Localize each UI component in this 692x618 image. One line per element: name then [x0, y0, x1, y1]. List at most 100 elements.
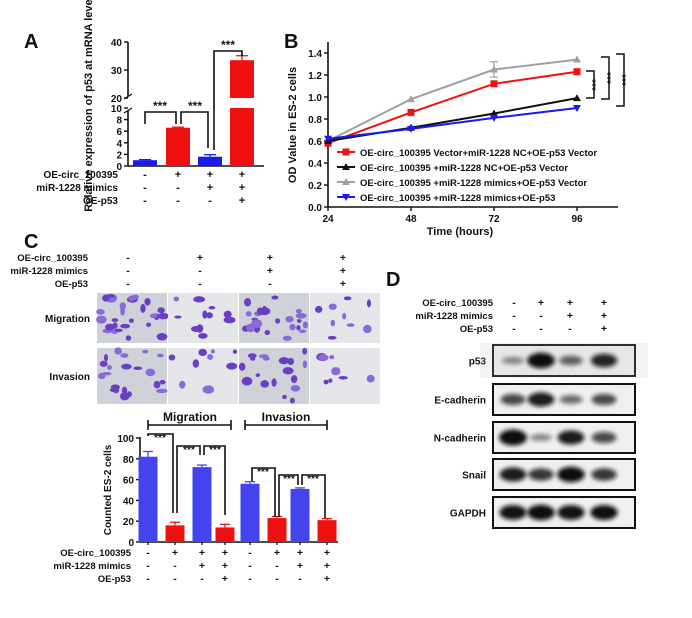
stained-cell [179, 380, 186, 389]
protein-band [559, 395, 583, 404]
panel-c-bottom-condition-sign: + [297, 560, 303, 572]
panel-c-bottom-condition-sign: + [324, 547, 330, 559]
micrograph-row-label: Invasion [49, 372, 90, 383]
y-tick-label: 1.4 [308, 49, 322, 60]
stained-cell [98, 372, 106, 379]
x-tick-label: 96 [571, 214, 583, 225]
stained-cell [144, 298, 151, 306]
significance-stars: *** [154, 433, 166, 444]
data-point [407, 108, 415, 116]
panel-c-bottom-condition-sign: + [274, 547, 280, 559]
stained-cell [114, 347, 122, 355]
stained-cell [208, 306, 216, 310]
bar [138, 456, 158, 542]
stained-cell [289, 397, 295, 404]
y-tick-label: 1.0 [308, 93, 322, 104]
y-tick-label: 0.8 [308, 115, 322, 126]
panel-d-condition-sign: - [512, 310, 516, 322]
significance-bracket [301, 474, 326, 518]
panel-c-top-condition-sign: + [340, 278, 346, 290]
stained-cell [317, 354, 329, 362]
panel-c-bottom-condition-sign: - [200, 573, 204, 585]
protein-band [591, 431, 617, 444]
blot-strip [492, 496, 636, 529]
stained-cell [146, 322, 152, 327]
y-tick-label: 0.4 [308, 159, 322, 170]
stained-cell [271, 295, 279, 300]
protein-band [527, 352, 555, 369]
panel-d-condition-sign: - [539, 323, 543, 335]
stained-cell [289, 323, 296, 331]
blot-label: E-cadherin [434, 396, 486, 407]
panel-c-top-condition-sign: + [267, 252, 273, 264]
panel-c-bottom-condition-sign: + [199, 547, 205, 559]
stained-cell [119, 392, 130, 401]
panel-a-condition-sign: + [239, 182, 245, 194]
stained-cell [366, 374, 375, 383]
panel-c-bottom-condition-sign: + [199, 560, 205, 572]
stained-cell [105, 323, 115, 331]
stained-cell [323, 379, 329, 385]
y-tick-label: 8 [116, 116, 122, 127]
data-point [573, 55, 581, 63]
significance-bracket [180, 111, 209, 148]
bar [240, 483, 260, 542]
protein-band [590, 504, 618, 521]
stained-cell [330, 319, 336, 327]
stained-cell [275, 318, 281, 324]
panel-d-condition-sign: + [567, 297, 573, 309]
y-tick-label: 0.0 [308, 203, 322, 214]
y-tick-label: 60 [123, 476, 135, 487]
stained-cell [366, 299, 371, 308]
protein-band [590, 353, 618, 368]
stained-cell [264, 329, 271, 336]
panel-c-bottom-condition-sign: - [173, 573, 177, 585]
stained-cell [205, 312, 213, 319]
group-label: Invasion [262, 410, 311, 424]
micrograph-background [97, 348, 167, 404]
stained-cell [244, 297, 252, 307]
stained-cell [327, 335, 337, 340]
y-tick-label: 0.6 [308, 137, 322, 148]
panel-c-top-condition-sign: + [267, 265, 273, 277]
panel-c-top-condition-sign: - [126, 278, 130, 290]
series-line [327, 58, 578, 142]
stained-cell [145, 368, 156, 377]
stained-cell [331, 367, 341, 376]
micrograph-image [239, 293, 309, 343]
blot-strip [492, 344, 636, 377]
stained-cell [255, 373, 261, 378]
y-tick-label: 6 [116, 127, 122, 138]
panel-c-top-condition-sign: + [197, 252, 203, 264]
stained-cell [296, 325, 301, 331]
panel-d-condition-sign: - [539, 310, 543, 322]
bar [317, 520, 337, 542]
y-tick-label: 2 [116, 150, 122, 161]
stained-cell [157, 307, 165, 314]
y-tick-label: 40 [123, 496, 135, 507]
panel-c-top-condition-sign: - [126, 252, 130, 264]
micrograph-image [168, 348, 238, 404]
stained-cell [342, 312, 347, 320]
panel-c-top-condition-label: OE-circ_100395 [17, 253, 88, 264]
panel-a-condition-sign: - [143, 182, 147, 194]
micrograph-image [97, 347, 168, 404]
stained-cell [174, 315, 182, 319]
stained-cell [223, 310, 232, 318]
stained-cell [103, 353, 109, 362]
protein-band [557, 430, 585, 445]
blot-label: N-cadherin [434, 434, 486, 445]
panel-d-condition-sign: - [512, 323, 516, 335]
micrograph-image [238, 347, 309, 404]
stained-cell [363, 324, 372, 334]
y-tick-label: 10 [111, 104, 123, 115]
y-axis-label: Relative expression of p53 at mRNA level [83, 0, 95, 212]
x-tick-label: 24 [322, 214, 334, 225]
panel-c-bottom-condition-sign: + [222, 573, 228, 585]
legend-entry: OE-circ_100395 +miR-1228 mimics+OE-p53 [360, 193, 555, 204]
bar [165, 525, 185, 542]
blot-label: GAPDH [450, 509, 486, 520]
